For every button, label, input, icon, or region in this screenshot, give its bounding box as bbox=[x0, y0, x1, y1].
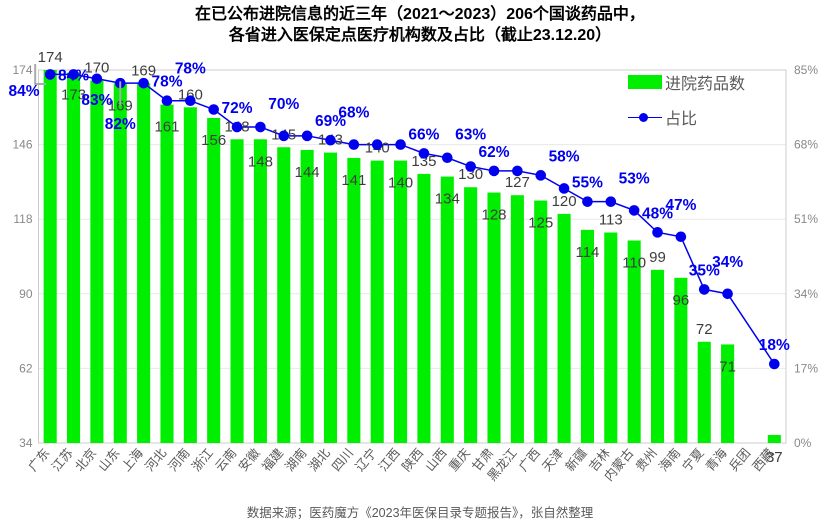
svg-text:47%: 47% bbox=[665, 197, 696, 214]
svg-text:72: 72 bbox=[696, 321, 713, 338]
svg-text:96: 96 bbox=[673, 292, 690, 309]
svg-text:58%: 58% bbox=[549, 148, 580, 165]
svg-text:174: 174 bbox=[12, 63, 32, 77]
svg-text:156: 156 bbox=[201, 132, 226, 149]
svg-text:85%: 85% bbox=[794, 63, 818, 77]
svg-text:148: 148 bbox=[248, 153, 273, 170]
svg-text:82%: 82% bbox=[105, 116, 136, 133]
svg-text:68%: 68% bbox=[794, 138, 818, 152]
svg-text:125: 125 bbox=[528, 215, 553, 232]
svg-text:34%: 34% bbox=[712, 254, 743, 271]
svg-text:0%: 0% bbox=[794, 436, 812, 450]
svg-text:63%: 63% bbox=[455, 127, 486, 144]
svg-text:134: 134 bbox=[435, 191, 460, 208]
svg-text:99: 99 bbox=[649, 249, 666, 266]
svg-text:34: 34 bbox=[19, 436, 33, 450]
svg-text:174: 174 bbox=[38, 49, 63, 66]
svg-text:68%: 68% bbox=[338, 105, 369, 122]
svg-text:140: 140 bbox=[388, 175, 413, 192]
svg-text:128: 128 bbox=[481, 207, 506, 224]
svg-text:113: 113 bbox=[599, 212, 623, 229]
svg-text:120: 120 bbox=[552, 193, 577, 210]
svg-text:118: 118 bbox=[13, 212, 32, 226]
svg-text:71: 71 bbox=[719, 358, 736, 375]
svg-text:53%: 53% bbox=[619, 170, 650, 187]
svg-text:55%: 55% bbox=[572, 175, 603, 192]
svg-text:84%: 84% bbox=[8, 83, 39, 100]
svg-text:114: 114 bbox=[575, 244, 599, 261]
svg-text:78%: 78% bbox=[175, 61, 206, 78]
svg-text:144: 144 bbox=[295, 164, 320, 181]
svg-text:84%: 84% bbox=[58, 67, 89, 84]
svg-text:62%: 62% bbox=[478, 144, 509, 161]
svg-text:51%: 51% bbox=[794, 212, 818, 226]
svg-text:83%: 83% bbox=[81, 92, 112, 109]
svg-text:127: 127 bbox=[505, 174, 530, 191]
svg-text:110: 110 bbox=[622, 255, 646, 272]
svg-text:141: 141 bbox=[341, 172, 366, 189]
svg-text:72%: 72% bbox=[222, 100, 253, 117]
svg-text:34%: 34% bbox=[794, 287, 818, 301]
svg-text:66%: 66% bbox=[408, 126, 439, 143]
svg-text:17%: 17% bbox=[794, 361, 818, 375]
svg-text:70%: 70% bbox=[268, 96, 299, 113]
svg-text:161: 161 bbox=[154, 119, 179, 136]
svg-text:90: 90 bbox=[19, 287, 33, 301]
svg-text:62: 62 bbox=[19, 361, 33, 375]
svg-text:18%: 18% bbox=[759, 337, 790, 354]
svg-text:146: 146 bbox=[12, 138, 32, 152]
